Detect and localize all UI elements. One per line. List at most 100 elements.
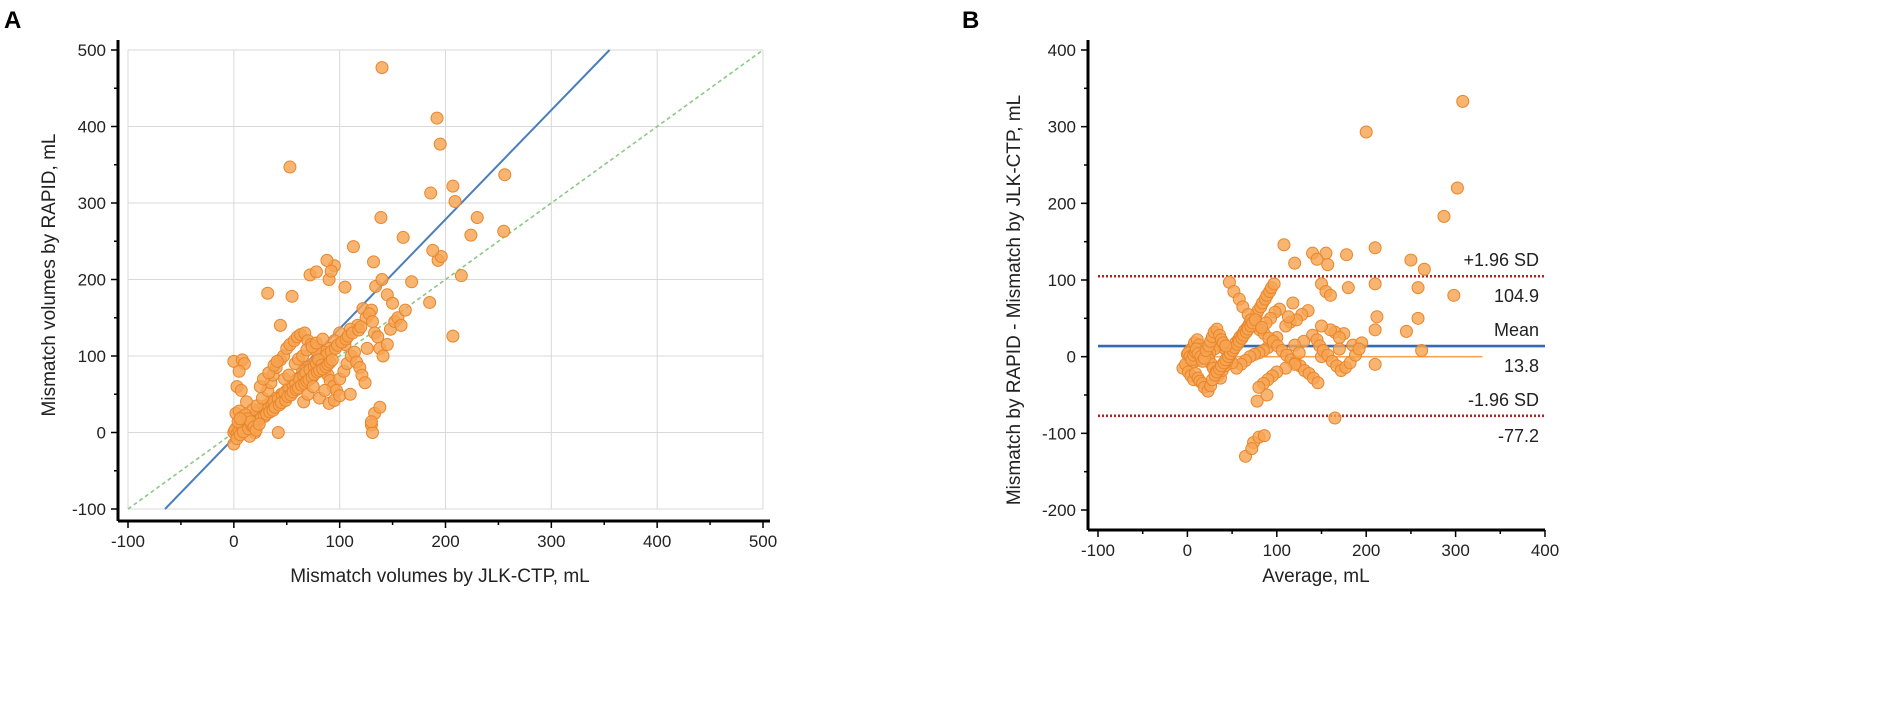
panel-a-data-point [367, 255, 381, 269]
panel-b-data-point [1450, 181, 1464, 195]
panel-b-upper-limit-label: +1.96 SD [1463, 250, 1539, 270]
panel-a-data-point [398, 303, 412, 317]
panel-b-data-point [1437, 209, 1451, 223]
panel-a-data-point [386, 296, 400, 310]
panel-b-data-point [1315, 319, 1328, 333]
panel-a-data-point [454, 269, 468, 283]
panel-a-data-point [273, 318, 287, 332]
panel-a-y-tick-label: 500 [78, 41, 106, 60]
panel-a-data-point [396, 230, 410, 244]
panel-a-data-point [405, 275, 419, 289]
panel-b-data-point [1310, 252, 1324, 266]
panel-a-data-point [316, 332, 330, 346]
panel-a-x-tick-label: 500 [749, 532, 777, 551]
panel-a-label: A [4, 7, 21, 34]
panel-b-data-point [1368, 357, 1382, 371]
panel-a-data-point [394, 318, 408, 332]
panel-a-x-tick-label: 400 [643, 532, 671, 551]
panel-b-lower-limit-label: -1.96 SD [1468, 390, 1539, 410]
panel-a-x-tick-label: 300 [537, 532, 565, 551]
panel-a-data-point [285, 289, 299, 303]
panel-a-x-tick-label: 0 [229, 532, 238, 551]
panel-b-data-point [1219, 339, 1233, 353]
panel-a-data-point [446, 179, 460, 193]
panel-b-data-point [1332, 342, 1346, 356]
panel-a-data-point [430, 111, 444, 125]
panel-b-data-point [1399, 324, 1413, 338]
panel-b-data-point [1368, 323, 1382, 337]
panel-a-x-tick-label: -100 [111, 532, 145, 551]
panel-b-data-point [1456, 94, 1470, 108]
panel-b-x-tick-label: 100 [1263, 541, 1291, 560]
panel-a-data-point [364, 415, 378, 429]
panel-a-data-point [333, 389, 347, 403]
panel-a-data-point [270, 354, 284, 368]
panel-a-data-point [271, 426, 285, 439]
panel-a-data-point [375, 61, 389, 75]
panel-a-data-point [374, 211, 388, 225]
panel-b-data-point [1267, 277, 1281, 291]
panel-b-data-point [1321, 258, 1335, 272]
panel-a-data-point [358, 376, 372, 390]
panel-b-data-point [1352, 342, 1366, 356]
panel-a-data-point [325, 353, 339, 367]
panel-a-data-point [234, 383, 248, 397]
panel-b-data-point [1370, 310, 1384, 324]
panel-b-data-point [1359, 125, 1373, 139]
panel-b-data-point [1404, 253, 1418, 267]
panel-b-data-point [1245, 442, 1259, 456]
panel-a-y-tick-label: 100 [78, 347, 106, 366]
panel-b-data-point [1277, 238, 1291, 252]
panel-a-data-point [498, 168, 512, 182]
panel-a-x-tick-label: 100 [325, 532, 353, 551]
panel-a-data-point [423, 295, 437, 309]
panel-b-data-point [1332, 331, 1346, 344]
panel-b-x-tick-label: 200 [1352, 541, 1380, 560]
panel-b-x-tick-label: -100 [1081, 541, 1115, 560]
panel-b-annotations: +1.96 SD 104.9 Mean 13.8 -1.96 SD -77.2 [1463, 250, 1539, 446]
panel-a-data-point [306, 380, 320, 394]
panel-b-mean-value: 13.8 [1504, 356, 1539, 376]
panel-a-data-point [252, 417, 266, 431]
panel-a-data-point [324, 264, 338, 278]
panel-b-data-point [1281, 310, 1295, 324]
panel-b-lower-limit-value: -77.2 [1498, 426, 1539, 446]
panel-a-data-point [343, 387, 357, 401]
panel-b-data-point [1288, 256, 1302, 270]
panel-b-data-point [1252, 380, 1266, 394]
panel-a-data-point [470, 211, 484, 225]
panel-a-data-point [373, 400, 387, 414]
panel-a-data-point [318, 383, 332, 397]
panel-a-y-axis-label: Mismatch volumes by RAPID, mL [39, 134, 60, 417]
panel-b-x-tick-label: 300 [1441, 541, 1469, 560]
panel-a-data-point [464, 228, 478, 242]
panel-a-data-point [376, 349, 390, 363]
panel-b-ticks: -100 0 100 200 300 400 -200 -100 0 100 200 300 400 [1042, 41, 1559, 560]
panel-b-data-point [1255, 321, 1269, 335]
panel-a-data-point [497, 224, 511, 238]
panel-b-data-point [1415, 344, 1429, 358]
panel-b-data-point [1257, 429, 1271, 443]
panel-a-data-point [446, 329, 460, 343]
panel-b-y-axis-label: Mismatch by RAPID - Mismatch by JLK-CTP,… [1004, 95, 1025, 505]
panel-b-y-tick-label: 200 [1048, 194, 1076, 213]
panel-a-points [227, 61, 512, 451]
panel-a-x-tick-label: 200 [431, 532, 459, 551]
panel-b-x-tick-label: 400 [1531, 541, 1559, 560]
panel-a-data-point [232, 364, 246, 378]
panel-b-data-point [1417, 262, 1431, 276]
panel-a-ticks: -100 0 100 200 300 400 500 -100 0 100 200 300 400 500 [72, 41, 777, 551]
panel-a-data-point [360, 341, 374, 355]
panel-a-y-tick-label: 0 [97, 424, 106, 443]
panel-b-data-point [1286, 296, 1300, 310]
panel-b-y-tick-label: -200 [1042, 501, 1076, 520]
panel-b-y-tick-label: 100 [1048, 271, 1076, 290]
panel-b-data-point [1311, 376, 1325, 390]
panel-a-data-point [283, 160, 297, 174]
panel-a: A -100 0 100 200 300 400 500 -100 0 100 200 300 400 5… [4, 7, 777, 587]
panel-a-data-point [354, 320, 368, 334]
panel-b-data-point [1250, 394, 1264, 408]
panel-a-x-axis-label: Mismatch volumes by JLK-CTP, mL [290, 566, 590, 587]
panel-a-data-point [375, 273, 389, 286]
